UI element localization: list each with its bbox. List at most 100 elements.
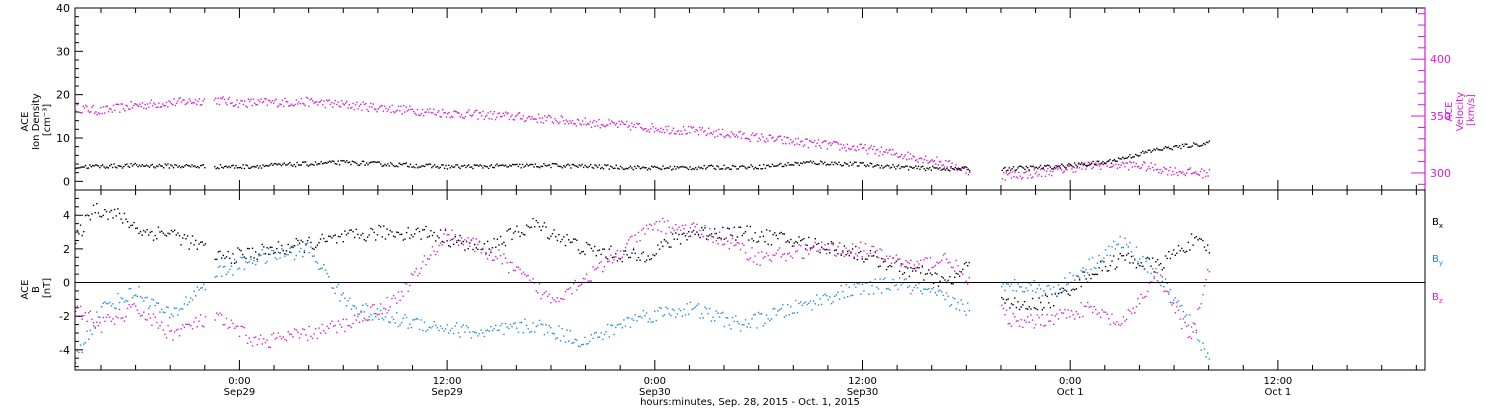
velocity-series-point (290, 103, 292, 105)
by-series-point (412, 319, 414, 321)
bz-series-point (702, 235, 704, 238)
bx-series-point (264, 253, 267, 255)
bz-series-point (1194, 323, 1196, 325)
by-series-point (1174, 297, 1176, 299)
by-series-point (488, 330, 490, 332)
velocity-series-point (585, 124, 588, 126)
bx-series-point (240, 250, 242, 252)
bz-series-point (409, 284, 411, 287)
bx-series-point (751, 238, 753, 240)
velocity-series-point (1110, 166, 1112, 168)
bz-series-point (461, 237, 463, 239)
velocity-series-point (354, 104, 357, 106)
bx-series-point (540, 229, 542, 231)
bx-series-point (490, 251, 492, 254)
velocity-series-point (1155, 169, 1158, 171)
bx-series-point (498, 244, 500, 246)
bz-series-point (404, 282, 406, 284)
by-series-point (1143, 268, 1146, 271)
density-series-point (178, 165, 180, 167)
by-series-point (657, 310, 659, 312)
velocity-series-point (696, 129, 699, 132)
bz-series-point (712, 241, 714, 243)
density-series-point (458, 166, 460, 168)
by-series-point (534, 331, 536, 333)
bz-series-point (457, 244, 460, 246)
velocity-series-point (610, 120, 613, 122)
bx-series-point (242, 253, 244, 256)
by-series-point (345, 305, 348, 307)
bx-series-point (366, 236, 369, 238)
density-series-point (581, 163, 583, 166)
density-series-point (956, 168, 958, 170)
bx-series-point (1023, 301, 1026, 303)
bx-series-point (607, 258, 609, 260)
bx-series-point (809, 247, 812, 249)
bx-series-point (1148, 257, 1150, 260)
bz-series-point (688, 235, 690, 238)
density-series-point (638, 166, 640, 168)
velocity-series-point (689, 132, 691, 134)
bz-series-point (274, 338, 276, 340)
bx-series-point (547, 237, 549, 239)
bottom-panel-frame (74, 189, 1426, 371)
density-series-point (1024, 168, 1026, 171)
density-series-point (1109, 159, 1111, 161)
velocity-series-point (336, 103, 338, 106)
velocity-series-point (1076, 167, 1078, 169)
by-series-point (375, 316, 377, 318)
bz-series-point (860, 241, 862, 243)
by-series-point (561, 327, 563, 330)
by-series-point (159, 311, 161, 313)
bx-series-point (323, 237, 325, 240)
velocity-series-point (493, 111, 496, 113)
by-series-point (511, 326, 513, 328)
bz-series-point (480, 252, 482, 254)
by-series-point (388, 321, 390, 323)
velocity-axis-label: ACE Velocity [km/s] (1444, 89, 1477, 131)
bz-series-point (360, 310, 362, 312)
by-series-point (407, 327, 409, 329)
bz-series-point (131, 303, 134, 306)
density-series-point (394, 165, 396, 168)
bz-series-point (613, 259, 615, 261)
by-series-point (770, 318, 773, 320)
bx-series-point (851, 248, 854, 250)
bz-series-point (112, 318, 114, 320)
bx-series-point (472, 248, 474, 251)
by-series-point (701, 313, 703, 315)
bz-series-point (538, 283, 541, 285)
density-series-point (224, 165, 226, 168)
density-series-point (832, 163, 835, 166)
bx-series-point (169, 233, 171, 235)
velocity-series-point (424, 111, 426, 113)
bx-series-point (728, 228, 730, 230)
bx-series-point (289, 251, 291, 253)
velocity-series-point (517, 112, 519, 115)
time-tick-label: 12:00 (848, 376, 877, 387)
bz-series-point (1020, 318, 1022, 321)
by-series-point (610, 324, 612, 326)
density-series-point (262, 164, 264, 166)
velocity-series-point (1001, 178, 1004, 180)
bz-series-point (478, 240, 481, 242)
bz-series-point (99, 322, 101, 324)
velocity-series-point (704, 130, 706, 132)
density-series-point (875, 165, 877, 167)
bz-series-point (306, 339, 309, 342)
by-series-point (730, 328, 732, 330)
bz-series-point (821, 241, 823, 243)
density-series-point (468, 164, 470, 166)
bx-series-point (1122, 255, 1125, 257)
bz-series-point (109, 316, 111, 318)
density-series-point (588, 165, 590, 167)
by-series-point (1046, 285, 1048, 287)
bx-series-point (954, 276, 956, 278)
by-series-point (626, 317, 628, 319)
bx-series-point (923, 279, 925, 281)
bx-series-point (1127, 252, 1129, 255)
density-series-point (313, 164, 315, 166)
by-series-point (1054, 292, 1056, 294)
bx-series-point (1134, 259, 1136, 261)
bz-series-point (634, 234, 636, 236)
